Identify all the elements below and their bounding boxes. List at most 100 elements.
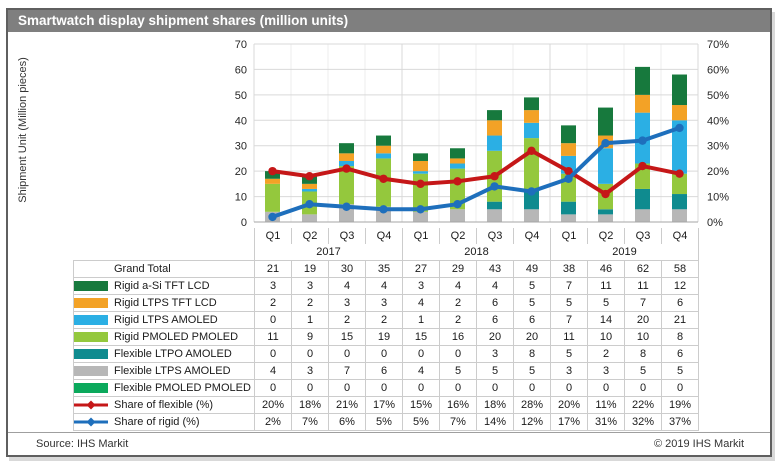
- table-cell: 0: [587, 379, 625, 397]
- quarter-header: Q4: [365, 228, 403, 244]
- table-cell: 4: [439, 277, 477, 295]
- table-cell: 4: [402, 362, 440, 380]
- share-line-marker: [379, 205, 388, 214]
- table-cell: 14: [587, 311, 625, 329]
- table-cell: 2%: [254, 413, 292, 431]
- bar-segment: [339, 160, 354, 167]
- table-row: Grand Total 21 19 30 35 27 29 43 49 38 46 62 58: [73, 260, 699, 278]
- table-cell: 0: [550, 379, 588, 397]
- share-line: [270, 125, 682, 219]
- table-cell: 20%: [550, 396, 588, 414]
- share-line-marker: [416, 179, 425, 189]
- chart-title: Smartwatch display shipment shares (mill…: [8, 10, 770, 32]
- quarter-header-row: Q1 Q2 Q3 Q4 Q1 Q2 Q3 Q4 Q1 Q2 Q3 Q4: [74, 228, 699, 244]
- row-label: Flexible LTPO AMOLED: [114, 348, 232, 360]
- table-cell: 19: [365, 328, 403, 346]
- bar-segment: [598, 214, 613, 222]
- row-label-cell: Flexible LTPO AMOLED: [73, 345, 255, 363]
- table-cell: 49: [513, 260, 551, 278]
- bar-segment: [524, 188, 539, 210]
- row-label: Rigid PMOLED PMOLED: [114, 331, 239, 343]
- share-line-marker: [305, 172, 314, 181]
- share-line-marker: [564, 174, 573, 183]
- bar-segment: [302, 188, 317, 192]
- row-label: Rigid LTPS TFT LCD: [114, 297, 217, 309]
- year-header: 2018: [402, 244, 551, 261]
- table-cell: 17%: [550, 413, 588, 431]
- table-cell: 3: [291, 277, 329, 295]
- table-cell: 19: [291, 260, 329, 278]
- left-axis-tick: 20: [235, 166, 247, 178]
- table-cell: 21%: [328, 396, 366, 414]
- row-label-cell: Rigid PMOLED PMOLED: [73, 328, 255, 346]
- table-cell: 31%: [587, 413, 625, 431]
- share-line-marker: [490, 172, 499, 181]
- table-cell: 2: [254, 294, 292, 312]
- bar-segment: [598, 148, 613, 184]
- table-cell: 15: [402, 328, 440, 346]
- table-cell: 10: [587, 328, 625, 346]
- bar-segment: [265, 183, 280, 212]
- row-label-cell: Grand Total: [73, 260, 255, 278]
- quarter-header: Q3: [328, 228, 366, 244]
- bar-segment: [524, 110, 539, 123]
- bar-segment: [561, 143, 576, 156]
- bar-segment: [487, 209, 502, 222]
- quarter-header: Q4: [661, 228, 699, 244]
- table-cell: 58: [661, 260, 699, 278]
- table-cell: 7%: [291, 413, 329, 431]
- bar-segment: [450, 158, 465, 164]
- share-line-marker: [342, 164, 351, 173]
- table-cell: 2: [439, 294, 477, 312]
- table-cell: 15: [328, 328, 366, 346]
- table-cell: 0: [661, 379, 699, 397]
- left-axis-tick: 0: [241, 217, 247, 228]
- table-cell: 5: [661, 362, 699, 380]
- bar-segment: [524, 97, 539, 111]
- bar-segment: [672, 74, 687, 106]
- table-cell: 0: [328, 379, 366, 397]
- table-cell: 5: [513, 294, 551, 312]
- table-cell: 20: [513, 328, 551, 346]
- table-cell: 62: [624, 260, 662, 278]
- bar-segment: [561, 125, 576, 144]
- bar-segment: [487, 110, 502, 121]
- table-cell: 0: [365, 379, 403, 397]
- table-cell: 20%: [254, 396, 292, 414]
- bar-segment: [302, 183, 317, 189]
- row-label-cell: Rigid a-Si TFT LCD: [73, 277, 255, 295]
- row-label-cell: Rigid LTPS TFT LCD: [73, 294, 255, 312]
- legend-swatch-icon: [74, 332, 108, 342]
- table-cell: 20: [476, 328, 514, 346]
- footer: Source: IHS Markit © 2019 IHS Markit: [8, 432, 770, 455]
- table-cell: 8: [661, 328, 699, 346]
- left-axis-tick: 60: [235, 64, 247, 76]
- legend-swatch-icon: [74, 315, 108, 325]
- table-cell: 5: [550, 294, 588, 312]
- bar-segment: [413, 211, 428, 222]
- share-line-marker: [305, 200, 314, 209]
- copyright-text: © 2019 IHS Markit: [653, 438, 744, 450]
- table-cell: 5: [513, 277, 551, 295]
- table-cell: 5: [587, 294, 625, 312]
- bar-segment: [524, 122, 539, 139]
- bar-segment: [376, 135, 391, 146]
- table-cell: 5%: [402, 413, 440, 431]
- share-line-marker: [601, 189, 610, 199]
- table-cell: 16%: [439, 396, 477, 414]
- right-axis-tick: 50%: [707, 90, 729, 102]
- table-cell: 5: [476, 362, 514, 380]
- bar-segment: [635, 209, 650, 222]
- table-cell: 3: [402, 277, 440, 295]
- table-cell: 7%: [439, 413, 477, 431]
- table-cell: 22%: [624, 396, 662, 414]
- share-line-marker: [268, 212, 277, 222]
- table-cell: 7: [328, 362, 366, 380]
- table-cell: 11: [550, 328, 588, 346]
- table-cell: 7: [624, 294, 662, 312]
- legend-swatch-icon: [74, 281, 108, 291]
- table-cell: 2: [328, 311, 366, 329]
- bar-segment: [413, 153, 428, 161]
- table-cell: 6: [513, 311, 551, 329]
- bar-segment: [302, 214, 317, 222]
